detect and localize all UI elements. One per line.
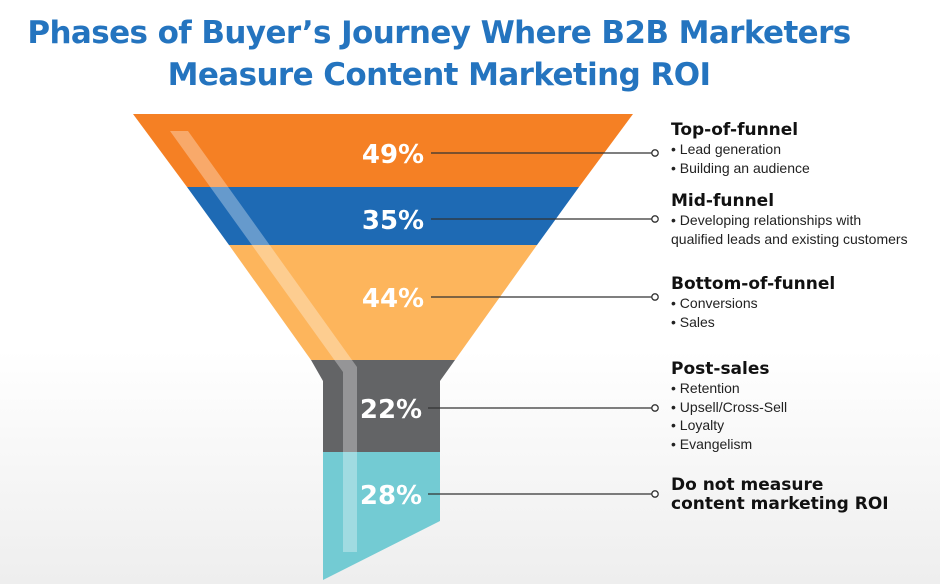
stage-bullet: • Lead generation <box>671 141 781 157</box>
percent-label-post-sales: 22% <box>360 395 422 425</box>
funnel-segment-mid <box>187 187 579 245</box>
stage-bullet: • Retention <box>671 380 740 396</box>
stage-bullet: • Evangelism <box>671 435 753 452</box>
stage-bullet: • Building an audience <box>671 159 810 176</box>
stage-heading-bottom: Bottom-of-funnel <box>671 274 836 294</box>
stage-heading-top: Top-of-funnel <box>671 120 799 140</box>
stage-heading-mid: Mid-funnel <box>671 191 775 211</box>
stage-heading-line: Do not measure <box>671 475 824 495</box>
stage-heading-not-measured: Do not measure content marketing ROI <box>671 476 889 514</box>
stage-bullets-mid: • Developing relationships with qualifie… <box>671 211 908 248</box>
percent-label-bottom: 44% <box>362 284 424 314</box>
percent-label-mid: 35% <box>362 206 424 236</box>
funnel-segment-bottom <box>229 245 537 360</box>
stage-bullet: • Sales <box>671 313 715 330</box>
stage-bullets-post-sales: • Retention • Upsell/Cross-Sell • Loyalt… <box>671 379 787 453</box>
percent-label-top: 49% <box>362 140 424 170</box>
stage-bullet: qualified leads and existing customers <box>671 230 908 247</box>
stage-bullet: • Conversions <box>671 295 758 311</box>
connector-dot-top <box>651 149 659 157</box>
stage-bullet: • Loyalty <box>671 417 725 433</box>
funnel-segment-post-sales <box>311 360 455 452</box>
percent-label-not-measured: 28% <box>360 481 422 511</box>
stage-heading-line: content marketing ROI <box>671 494 889 514</box>
connector-dot-mid <box>651 215 659 223</box>
stage-bullets-top: • Lead generation • Building an audience <box>671 140 810 177</box>
connector-dot-not-measured <box>651 490 659 498</box>
stage-bullets-bottom: • Conversions • Sales <box>671 294 758 331</box>
stage-heading-post-sales: Post-sales <box>671 359 770 379</box>
title-line-2: Measure Content Marketing ROI <box>167 57 711 93</box>
connector-dot-bottom <box>651 293 659 301</box>
connector-dot-post-sales <box>651 404 659 412</box>
funnel-segment-not-measured <box>323 452 440 580</box>
funnel-segment-top <box>133 114 633 187</box>
title-line-1: Phases of Buyer’s Journey Where B2B Mark… <box>27 15 851 51</box>
stage-bullet: • Upsell/Cross-Sell <box>671 398 788 415</box>
stage-bullet: • Developing relationships with <box>671 212 862 228</box>
page-title: Phases of Buyer’s Journey Where B2B Mark… <box>0 12 878 96</box>
